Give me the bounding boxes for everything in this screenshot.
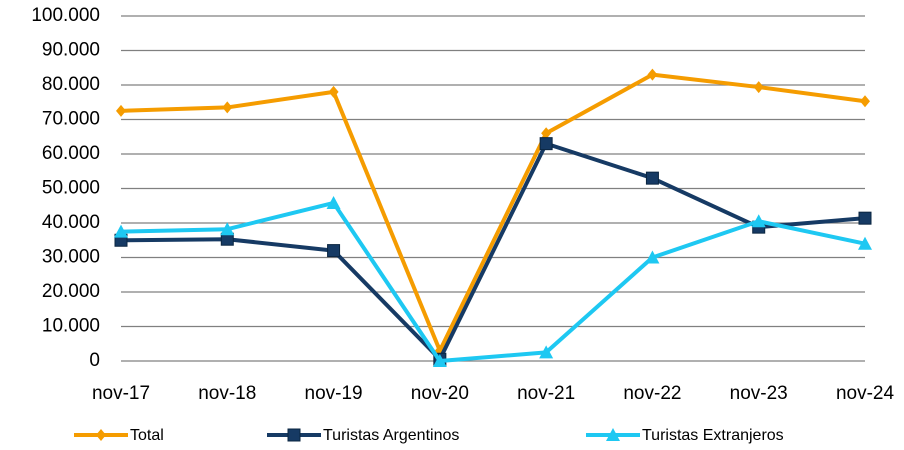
- y-tick-label: 10.000: [42, 316, 100, 337]
- y-tick-label: 70.000: [42, 109, 100, 130]
- x-tick-label: nov-18: [198, 383, 256, 404]
- y-tick-label: 60.000: [42, 143, 100, 164]
- y-tick-label: 90.000: [42, 40, 100, 61]
- y-tick-label: 100.000: [31, 5, 100, 26]
- marker: [96, 429, 106, 441]
- marker: [645, 171, 659, 185]
- y-tick-label: 20.000: [42, 281, 100, 302]
- x-tick-label: nov-23: [730, 383, 788, 404]
- y-tick-label: 0: [89, 350, 100, 371]
- marker: [328, 85, 339, 98]
- marker: [432, 354, 447, 367]
- marker: [116, 104, 126, 117]
- marker: [327, 244, 341, 258]
- marker: [860, 95, 870, 108]
- marker: [541, 127, 552, 140]
- marker: [606, 428, 620, 441]
- marker: [539, 137, 553, 151]
- series-line: [120, 200, 866, 363]
- marker: [858, 211, 872, 225]
- marker: [751, 214, 766, 228]
- x-tick-label: nov-22: [623, 383, 681, 404]
- legend-label: Total: [130, 427, 164, 444]
- y-tick-label: 80.000: [42, 74, 100, 95]
- y-tick-label: 40.000: [42, 212, 100, 233]
- marker: [287, 428, 301, 442]
- y-tick-label: 50.000: [42, 178, 100, 199]
- legend-label: Turistas Extranjeros: [642, 427, 784, 444]
- marker: [753, 81, 764, 94]
- marker: [114, 224, 128, 238]
- series-line: [120, 72, 866, 353]
- x-tick-label: nov-20: [411, 383, 469, 404]
- legend-label: Turistas Argentinos: [323, 427, 459, 444]
- marker: [222, 101, 233, 114]
- marker: [326, 195, 341, 209]
- x-tick-label: nov-19: [305, 383, 363, 404]
- x-tick-label: nov-24: [836, 383, 895, 404]
- x-tick-label: nov-17: [92, 383, 150, 404]
- marker: [645, 250, 660, 264]
- marker: [539, 345, 554, 359]
- marker: [220, 222, 235, 236]
- series-line: [120, 141, 866, 362]
- x-tick-label: nov-21: [517, 383, 575, 404]
- marker: [647, 68, 658, 81]
- y-tick-label: 30.000: [42, 247, 100, 268]
- marker: [858, 236, 872, 250]
